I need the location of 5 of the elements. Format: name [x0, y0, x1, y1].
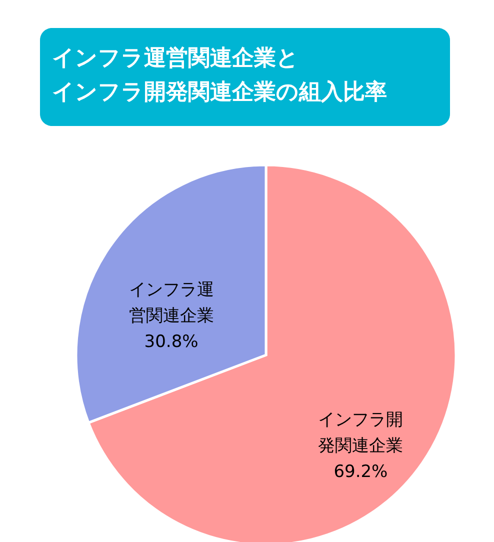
slice-label: インフラ運営関連企業	[128, 280, 214, 326]
chart-title: インフラ運営関連企業とインフラ開発関連企業の組入比率	[52, 46, 387, 105]
data-label: 69.2%	[334, 462, 388, 482]
slice-label: インフラ開発関連企業	[318, 410, 404, 456]
data-label: 30.8%	[144, 332, 198, 352]
